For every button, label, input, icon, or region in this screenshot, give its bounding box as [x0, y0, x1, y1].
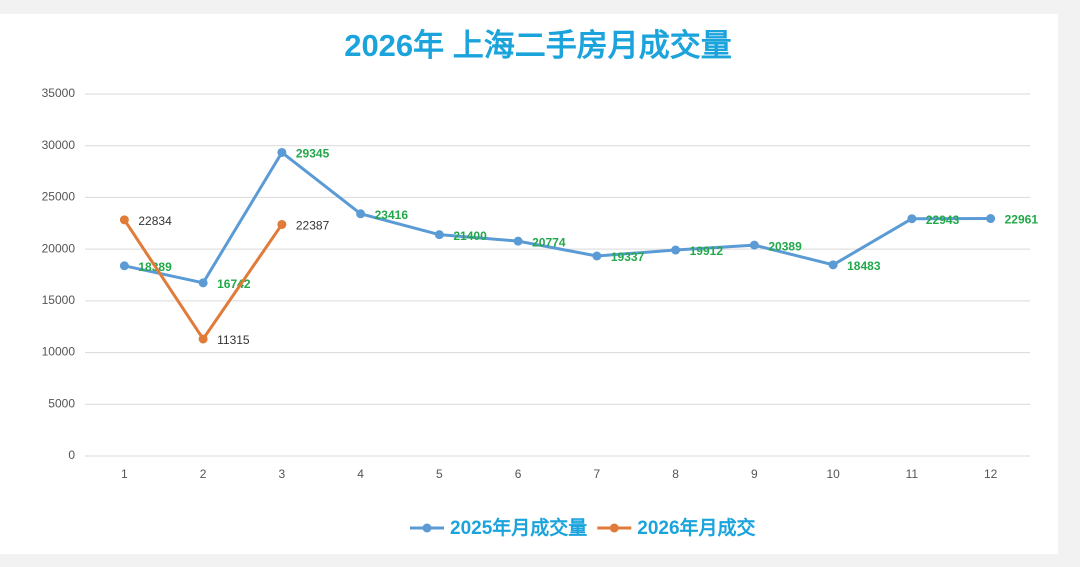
x-tick-label: 4 — [357, 467, 364, 481]
chart-title: 2026年 上海二手房月成交量 — [344, 28, 732, 63]
x-tick-label: 7 — [594, 467, 601, 481]
data-point — [277, 147, 287, 157]
data-label: 18483 — [847, 259, 881, 273]
y-tick-label: 20000 — [42, 241, 76, 255]
data-label: 22961 — [1005, 213, 1039, 227]
y-tick-label: 25000 — [42, 190, 76, 204]
data-point — [119, 215, 129, 225]
x-tick-label: 1 — [121, 467, 128, 481]
data-point — [592, 251, 602, 261]
data-point — [198, 334, 208, 344]
data-label: 19337 — [611, 250, 645, 264]
data-point — [434, 230, 444, 240]
x-tick-label: 2 — [200, 467, 207, 481]
y-tick-label: 15000 — [42, 293, 76, 307]
data-point — [198, 278, 208, 288]
legend-swatch-dot — [609, 523, 619, 533]
data-label: 23416 — [375, 208, 409, 222]
x-tick-label: 11 — [906, 467, 919, 481]
data-label: 22943 — [926, 213, 960, 227]
data-label: 19912 — [690, 244, 724, 258]
x-tick-label: 3 — [279, 467, 286, 481]
data-point — [828, 260, 838, 270]
data-point — [986, 214, 996, 224]
data-label: 21400 — [453, 229, 487, 243]
series-line — [124, 150, 991, 285]
y-tick-label: 10000 — [42, 345, 76, 359]
data-point — [749, 240, 759, 250]
x-tick-label: 5 — [436, 467, 443, 481]
x-tick-label: 12 — [984, 467, 998, 481]
legend-swatch-dot — [422, 523, 432, 533]
x-tick-label: 8 — [672, 467, 679, 481]
data-label: 22834 — [138, 214, 172, 228]
data-label: 11315 — [217, 333, 250, 347]
y-tick-label: 0 — [68, 448, 75, 462]
y-tick-label: 30000 — [42, 138, 76, 152]
data-label: 20389 — [768, 239, 802, 253]
data-point — [513, 236, 523, 246]
data-label: 22387 — [296, 219, 330, 233]
chart-background — [0, 14, 1058, 554]
data-point — [907, 214, 917, 224]
data-point — [119, 261, 129, 271]
data-point — [671, 245, 681, 255]
data-point — [356, 209, 366, 219]
data-label: 20774 — [532, 235, 566, 249]
legend-label: 2025年月成交量 — [450, 516, 587, 539]
x-tick-label: 9 — [751, 467, 758, 481]
data-label: 29345 — [296, 147, 330, 161]
y-tick-label: 35000 — [42, 86, 76, 100]
data-point — [277, 219, 287, 229]
legend-label: 2026年月成交 — [637, 516, 755, 539]
x-tick-label: 10 — [826, 467, 840, 481]
x-tick-label: 6 — [515, 467, 522, 481]
y-tick-label: 5000 — [48, 396, 75, 410]
